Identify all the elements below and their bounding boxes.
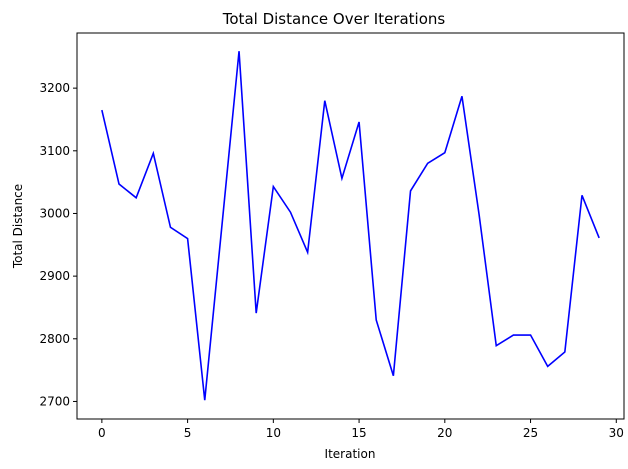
y-tick-label: 3200	[39, 81, 70, 95]
x-tick-label: 10	[266, 426, 281, 440]
x-tick-label: 0	[98, 426, 106, 440]
x-tick-label: 25	[523, 426, 538, 440]
y-tick-label: 3000	[39, 206, 70, 220]
plot-area	[76, 32, 625, 420]
x-tick-label: 15	[351, 426, 366, 440]
y-tick-label: 2700	[39, 394, 70, 408]
x-axis-label: Iteration	[325, 447, 376, 461]
x-tick-label: 30	[609, 426, 624, 440]
y-tick-label: 2800	[39, 332, 70, 346]
y-axis-label: Total Distance	[11, 184, 25, 269]
y-axis: 2700 2800 2900 3000 3100 3200	[39, 81, 77, 408]
series-line	[101, 51, 600, 401]
x-axis: 0 5 10 15 20 25 30	[98, 419, 624, 440]
y-tick-label: 3100	[39, 144, 70, 158]
y-tick-label: 2900	[39, 269, 70, 283]
x-tick-label: 5	[184, 426, 192, 440]
x-tick-label: 20	[437, 426, 452, 440]
chart-title: Total Distance Over Iterations	[222, 10, 446, 28]
plot-frame	[76, 32, 625, 420]
